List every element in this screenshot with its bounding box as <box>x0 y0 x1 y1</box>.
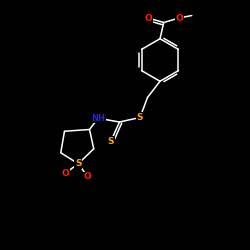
Text: O: O <box>62 169 69 178</box>
Text: NH: NH <box>91 114 105 123</box>
Text: O: O <box>84 172 92 181</box>
Text: S: S <box>137 113 143 122</box>
Text: S: S <box>108 137 114 146</box>
Text: O: O <box>144 14 152 22</box>
Text: S: S <box>75 159 82 168</box>
Text: O: O <box>176 14 183 22</box>
